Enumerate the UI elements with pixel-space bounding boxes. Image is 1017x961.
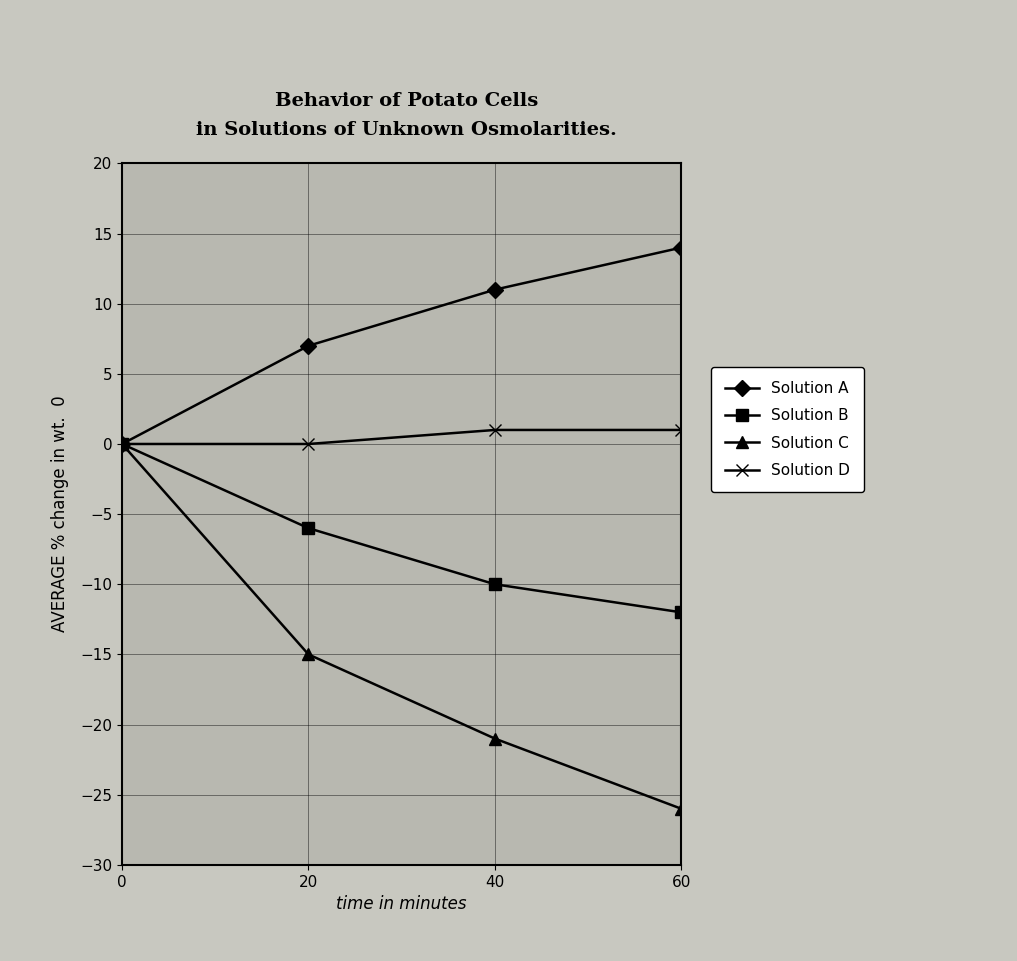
Solution B <box>116 438 128 450</box>
Solution A <box>302 340 314 352</box>
Solution B <box>302 523 314 534</box>
Line: Solution C: Solution C <box>117 438 686 814</box>
Solution B <box>489 579 501 590</box>
Line: Solution B: Solution B <box>117 438 686 618</box>
Solution C <box>116 438 128 450</box>
Solution A <box>116 438 128 450</box>
Y-axis label: AVERAGE % change in wt.  0: AVERAGE % change in wt. 0 <box>51 396 69 632</box>
Line: Solution D: Solution D <box>117 425 686 450</box>
Solution C <box>302 649 314 660</box>
Text: in Solutions of Unknown Osmolarities.: in Solutions of Unknown Osmolarities. <box>196 121 617 138</box>
Solution B <box>675 606 687 618</box>
X-axis label: time in minutes: time in minutes <box>337 896 467 913</box>
Solution A <box>675 242 687 254</box>
Line: Solution A: Solution A <box>117 242 686 450</box>
Text: Behavior of Potato Cells: Behavior of Potato Cells <box>276 92 538 110</box>
Solution D <box>675 424 687 435</box>
Solution D <box>116 438 128 450</box>
Solution D <box>489 424 501 435</box>
Solution C <box>489 733 501 745</box>
Legend: Solution A, Solution B, Solution C, Solution D: Solution A, Solution B, Solution C, Solu… <box>712 367 863 492</box>
Solution A <box>489 283 501 295</box>
Solution D <box>302 438 314 450</box>
Solution C <box>675 803 687 815</box>
